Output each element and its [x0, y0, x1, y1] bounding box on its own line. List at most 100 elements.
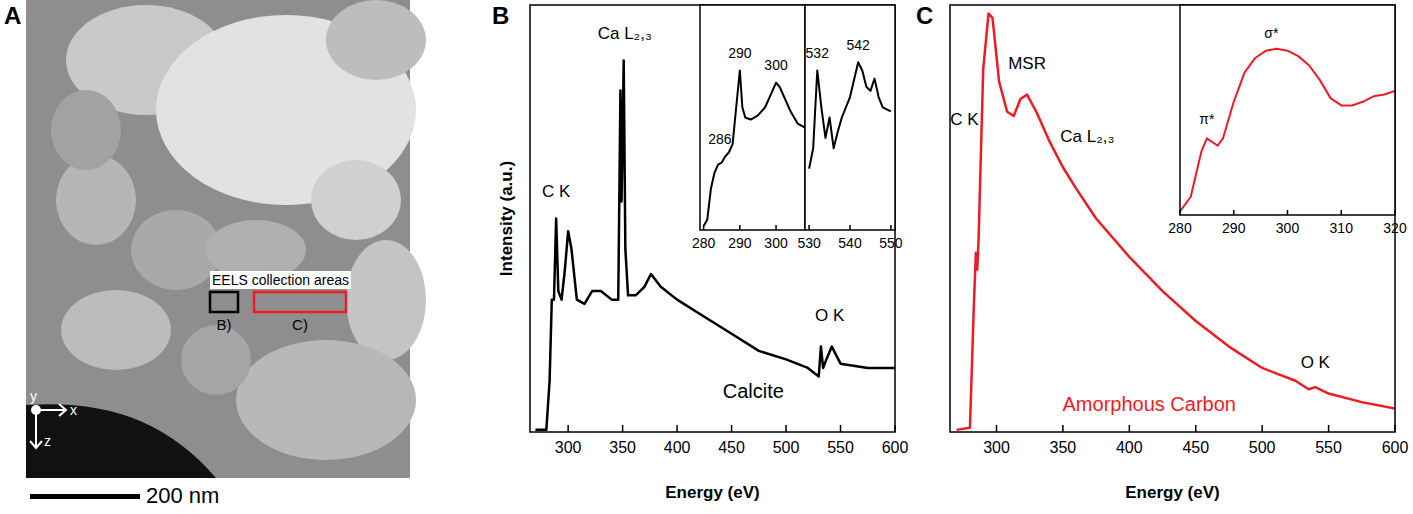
plot-bg [700, 5, 805, 230]
x-tick [739, 225, 741, 230]
x-tick-label: 320 [1383, 220, 1407, 236]
annotation: Amorphous Carbon [1063, 393, 1236, 415]
x-tick [1261, 425, 1263, 432]
triad-label: x [70, 402, 77, 418]
annotation: Ca L₂,₃ [598, 24, 652, 43]
annotation: Ca L₂,₃ [1060, 127, 1114, 146]
plot-bg [805, 5, 895, 230]
particle [326, 0, 426, 80]
x-tick [1394, 425, 1396, 432]
particle [181, 325, 251, 395]
micrograph [26, 0, 426, 478]
panel-letter: C [916, 2, 933, 29]
hole [26, 404, 216, 478]
annotation: C K [542, 182, 571, 201]
x-tick-label: 280 [692, 235, 716, 251]
x-tick-label: 530 [797, 235, 821, 251]
particle [236, 340, 416, 460]
frame [1180, 5, 1395, 215]
plot-bg [530, 5, 895, 432]
x-tick-label: 540 [838, 235, 862, 251]
annotation: MSR [1008, 54, 1046, 73]
x-tick [703, 225, 705, 230]
x-tick [1179, 210, 1181, 215]
label-patch [210, 271, 351, 289]
y-axis-title: Intensity (a.u.) [497, 161, 516, 276]
x-tick-label: 300 [983, 439, 1010, 456]
particle [56, 155, 136, 245]
panel-letter: B [492, 2, 509, 29]
frame [805, 5, 895, 230]
x-axis-title: Energy (eV) [1125, 483, 1219, 502]
x-tick [1341, 210, 1343, 215]
x-tick-label: 400 [1116, 439, 1143, 456]
spectrum [809, 62, 891, 168]
spectrum [1180, 49, 1395, 212]
x-tick [1129, 425, 1131, 432]
particle [61, 290, 171, 370]
x-tick-label: 600 [1382, 439, 1409, 456]
annotation: EELS collection areas [212, 272, 349, 288]
figure: B) C) EELS collection areas x y z 200 nm A 300 35… [0, 0, 1413, 514]
x-tick-label: 450 [718, 439, 745, 456]
x-tick-label: 550 [1315, 439, 1342, 456]
scale-bar [30, 494, 140, 499]
annotation: 290 [728, 45, 752, 61]
x-tick [894, 425, 896, 432]
region-label: C) [292, 316, 308, 333]
x-tick [1287, 210, 1289, 215]
marks [1180, 49, 1395, 212]
x-tick-label: 500 [1249, 439, 1276, 456]
x-tick [731, 425, 733, 432]
x-tick-label: 280 [1168, 220, 1192, 236]
annotation: C K [950, 110, 979, 129]
x-tick [849, 225, 851, 230]
x-tick [890, 225, 892, 230]
triad-arrows [30, 404, 66, 448]
marks [809, 62, 891, 168]
triad-label: y [30, 388, 37, 404]
frame [530, 5, 895, 432]
annotation: π* [1199, 111, 1215, 127]
x-tick [1062, 425, 1064, 432]
particle [346, 240, 426, 360]
frame [950, 5, 1395, 432]
annotation: 286 [708, 131, 732, 147]
x-axis-title: Energy (eV) [665, 483, 759, 502]
triad-label: z [44, 433, 51, 449]
annotation: O K [1301, 353, 1331, 372]
x-tick [1195, 425, 1197, 432]
particle [311, 160, 401, 240]
panel-letter: A [4, 2, 21, 29]
scale-label: 200 nm [146, 483, 219, 508]
x-tick [1394, 210, 1396, 215]
x-tick-label: 500 [773, 439, 800, 456]
annotation: 532 [806, 45, 830, 61]
collection-area [210, 292, 238, 312]
x-tick [567, 425, 569, 432]
x-tick [1328, 425, 1330, 432]
x-tick-label: 290 [1222, 220, 1246, 236]
x-tick [840, 425, 842, 432]
plot-bg [1180, 5, 1395, 215]
x-tick-label: 290 [728, 235, 752, 251]
x-tick [676, 425, 678, 432]
x-tick-label: 400 [664, 439, 691, 456]
collection-area [254, 292, 346, 312]
annotation: Calcite [723, 380, 784, 402]
x-tick-label: 310 [1330, 220, 1354, 236]
x-tick [775, 225, 777, 230]
spectrum [704, 70, 805, 225]
region-label: B) [217, 316, 232, 333]
plot-bg [950, 5, 1395, 432]
x-tick [996, 425, 998, 432]
x-tick-label: 550 [827, 439, 854, 456]
frame [700, 5, 805, 230]
x-tick-label: 600 [882, 439, 909, 456]
annotation: O K [815, 306, 845, 325]
x-tick-label: 350 [1050, 439, 1077, 456]
x-tick [808, 225, 810, 230]
marks [704, 70, 805, 225]
x-tick-label: 300 [555, 439, 582, 456]
annotation: 300 [764, 57, 788, 73]
